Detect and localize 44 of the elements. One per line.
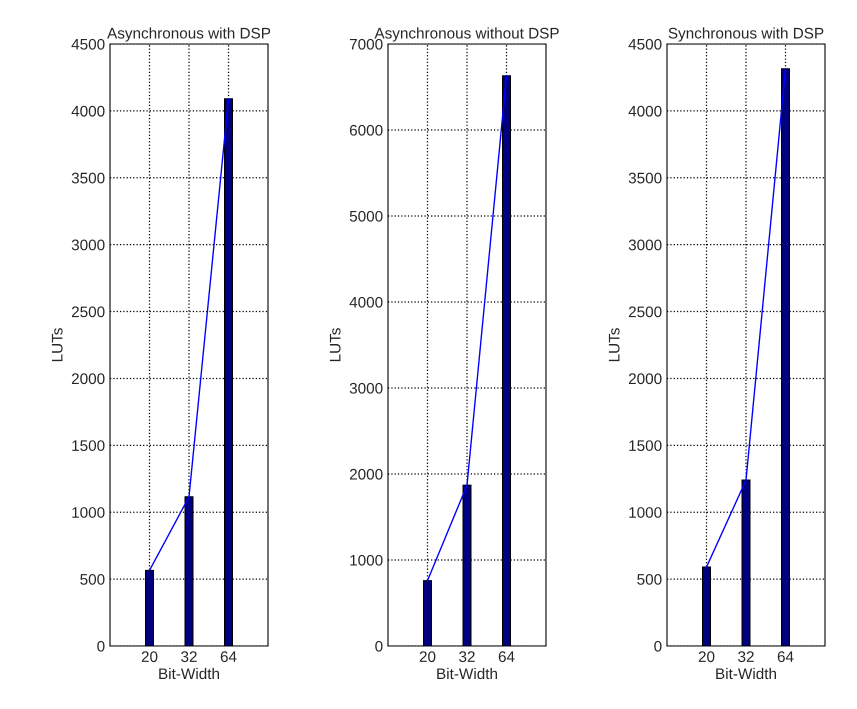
- x-tick-label: 64: [220, 651, 237, 662]
- y-tick-label: 2500: [72, 306, 105, 318]
- x-tick-label: 32: [181, 651, 197, 662]
- chart-title: Synchronous with DSP: [668, 27, 824, 42]
- y-axis-title: LUTs: [52, 328, 63, 362]
- y-tick-label: 4000: [350, 296, 383, 308]
- y-tick-label: 3000: [628, 240, 662, 250]
- x-axis-title: Bit-Width: [159, 668, 219, 680]
- y-tick-label: 500: [637, 574, 662, 585]
- chart-title: Asynchronous with DSP: [107, 27, 270, 42]
- y-tick-label: 3500: [628, 172, 662, 184]
- y-axis-title: LUTs: [330, 328, 341, 362]
- y-tick-label: 3000: [72, 240, 105, 250]
- y-tick-label: 4500: [628, 38, 662, 50]
- y-axis-title: LUTs: [608, 328, 620, 362]
- y-tick-label: 6000: [350, 124, 383, 136]
- x-tick-label: 64: [498, 651, 515, 662]
- y-tick-label: 500: [80, 574, 105, 585]
- x-tick-label: 64: [778, 651, 794, 662]
- x-tick-label: 32: [738, 651, 754, 662]
- y-tick-label: 4500: [72, 38, 105, 50]
- y-tick-label: 3000: [350, 382, 383, 394]
- y-tick-label: 0: [97, 640, 105, 652]
- y-tick-label: 5000: [350, 210, 383, 222]
- x-tick-label: 20: [420, 651, 436, 662]
- y-tick-label: 2500: [628, 306, 662, 318]
- x-axis-title: Bit-Width: [716, 668, 776, 680]
- y-tick-label: 2000: [72, 373, 105, 384]
- y-tick-label: 2000: [628, 373, 662, 384]
- x-axis-title: Bit-Width: [437, 668, 497, 680]
- y-tick-label: 0: [654, 640, 662, 652]
- y-tick-label: 1500: [72, 440, 105, 452]
- y-tick-label: 1000: [629, 507, 662, 518]
- y-tick-label: 1000: [72, 507, 105, 518]
- x-tick-label: 20: [698, 651, 714, 662]
- y-tick-label: 2000: [350, 468, 383, 480]
- y-tick-label: 4000: [72, 106, 105, 117]
- x-tick-label: 20: [142, 651, 158, 662]
- y-tick-label: 0: [375, 640, 383, 652]
- y-tick-label: 1000: [350, 554, 383, 566]
- y-tick-label: 3500: [72, 172, 105, 184]
- y-tick-label: 4000: [628, 106, 662, 117]
- x-tick-label: 32: [459, 651, 475, 662]
- y-tick-label: 1500: [629, 440, 662, 452]
